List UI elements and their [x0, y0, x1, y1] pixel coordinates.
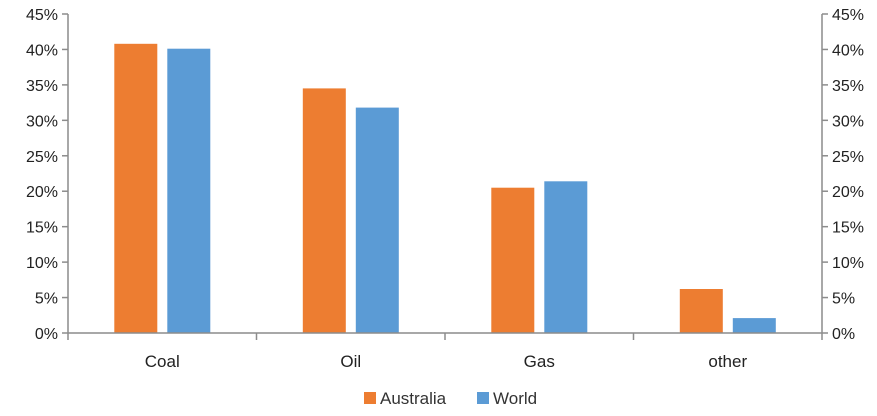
- y-tick-label-left: 40%: [26, 42, 58, 59]
- x-tick-label-oil: Oil: [340, 352, 361, 371]
- y-tick-label-right: 20%: [832, 184, 864, 201]
- bar-australia-gas: [491, 187, 535, 333]
- y-tick-label-left: 15%: [26, 220, 58, 237]
- y-tick-label-right: 35%: [832, 78, 864, 95]
- x-tick-label-other: other: [708, 352, 747, 371]
- y-tick-label-right: 15%: [832, 220, 864, 237]
- x-tick-label-coal: Coal: [145, 352, 180, 371]
- bar-world-oil: [355, 107, 399, 333]
- legend-swatch-world: [477, 392, 489, 404]
- y-tick-label-left: 30%: [26, 113, 58, 130]
- y-tick-label-left: 35%: [26, 78, 58, 95]
- bar-world-other: [732, 318, 776, 333]
- y-tick-label-right: 5%: [832, 291, 855, 308]
- y-tick-label-right: 25%: [832, 149, 864, 166]
- y-tick-label-right: 30%: [832, 113, 864, 130]
- y-tick-label-left: 25%: [26, 149, 58, 166]
- y-tick-label-right: 40%: [832, 42, 864, 59]
- y-tick-label-left: 5%: [35, 291, 58, 308]
- y-tick-label-left: 0%: [35, 326, 58, 343]
- y-tick-label-left: 10%: [26, 255, 58, 272]
- bars-layer: [114, 43, 776, 334]
- legend-swatch-australia: [364, 392, 376, 404]
- legend-label-australia: Australia: [380, 389, 447, 408]
- bar-australia-oil: [302, 88, 346, 334]
- y-tick-label-left: 20%: [26, 184, 58, 201]
- y-tick-label-left: 45%: [26, 7, 58, 24]
- bar-world-coal: [167, 48, 211, 333]
- bar-world-gas: [544, 181, 588, 333]
- legend: Australia World: [364, 389, 537, 408]
- x-tick-label-gas: Gas: [524, 352, 555, 371]
- y-tick-label-right: 10%: [832, 255, 864, 272]
- bar-australia-other: [679, 289, 723, 333]
- axes-layer: 0% 0% 5% 5% 10% 10% 15% 15% 20% 20% 25% 25% 30% 30% 35…: [26, 7, 864, 371]
- y-tick-label-right: 0%: [832, 326, 855, 343]
- bar-australia-coal: [114, 43, 158, 334]
- legend-label-world: World: [493, 389, 537, 408]
- y-tick-label-right: 45%: [832, 7, 864, 24]
